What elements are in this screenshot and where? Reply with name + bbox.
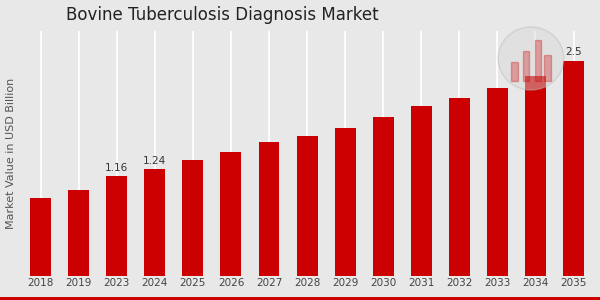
Bar [68, 190, 89, 276]
Bar [145, 169, 166, 276]
Bar [511, 62, 518, 81]
Bar [523, 51, 529, 81]
Bar [411, 106, 432, 276]
Text: 1.16: 1.16 [105, 163, 128, 172]
Bar [525, 76, 546, 276]
Bar [259, 142, 280, 276]
Text: Bovine Tuberculosis Diagnosis Market: Bovine Tuberculosis Diagnosis Market [66, 6, 379, 24]
Text: 1.24: 1.24 [143, 156, 166, 166]
Bar [544, 55, 551, 81]
Bar [487, 88, 508, 276]
Bar [182, 160, 203, 276]
Bar [373, 117, 394, 276]
Bar [220, 152, 241, 276]
Bar [106, 176, 127, 276]
Circle shape [498, 27, 564, 90]
Bar [449, 98, 470, 276]
Bar [296, 136, 317, 276]
Y-axis label: Market Value in USD Billion: Market Value in USD Billion [5, 77, 16, 229]
Text: 2.5: 2.5 [565, 47, 582, 57]
Bar [30, 198, 51, 276]
Bar [563, 61, 584, 276]
Bar [535, 40, 541, 81]
Bar [335, 128, 356, 276]
